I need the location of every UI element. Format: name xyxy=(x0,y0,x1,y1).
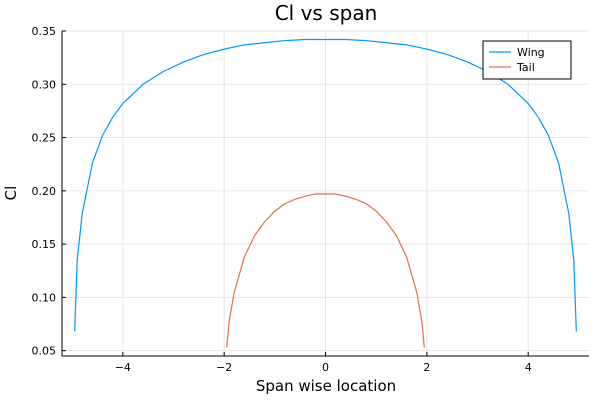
axes: −4 −2 0 2 4 0.05 0.10 0.15 0.20 0.25 0.30 0.35 xyxy=(32,25,589,374)
y-tick-label: 0.25 xyxy=(32,132,57,145)
x-tick-label: 4 xyxy=(525,361,532,374)
plot-area xyxy=(74,38,577,348)
chart-title: Cl vs span xyxy=(275,1,378,25)
series-line-wing xyxy=(74,38,577,332)
x-axis-label: Span wise location xyxy=(256,377,396,395)
y-tick-label: 0.20 xyxy=(32,185,57,198)
x-tick-label: −4 xyxy=(115,361,131,374)
y-tick-label: 0.35 xyxy=(32,25,57,38)
legend: Wing Tail xyxy=(482,40,572,80)
legend-label-wing: Wing xyxy=(517,46,545,59)
y-tick-label: 0.10 xyxy=(32,291,57,304)
series-line-tail xyxy=(226,193,425,348)
legend-box xyxy=(482,40,572,80)
x-tick-label: 0 xyxy=(322,361,329,374)
x-tick-label: 2 xyxy=(423,361,430,374)
y-tick-label: 0.05 xyxy=(32,345,57,358)
legend-label-tail: Tail xyxy=(516,61,535,74)
grid xyxy=(62,30,589,356)
x-tick-label: −2 xyxy=(216,361,232,374)
y-tick-label: 0.30 xyxy=(32,78,57,91)
y-axis-label: Cl xyxy=(2,186,20,201)
y-tick-label: 0.15 xyxy=(32,238,57,251)
